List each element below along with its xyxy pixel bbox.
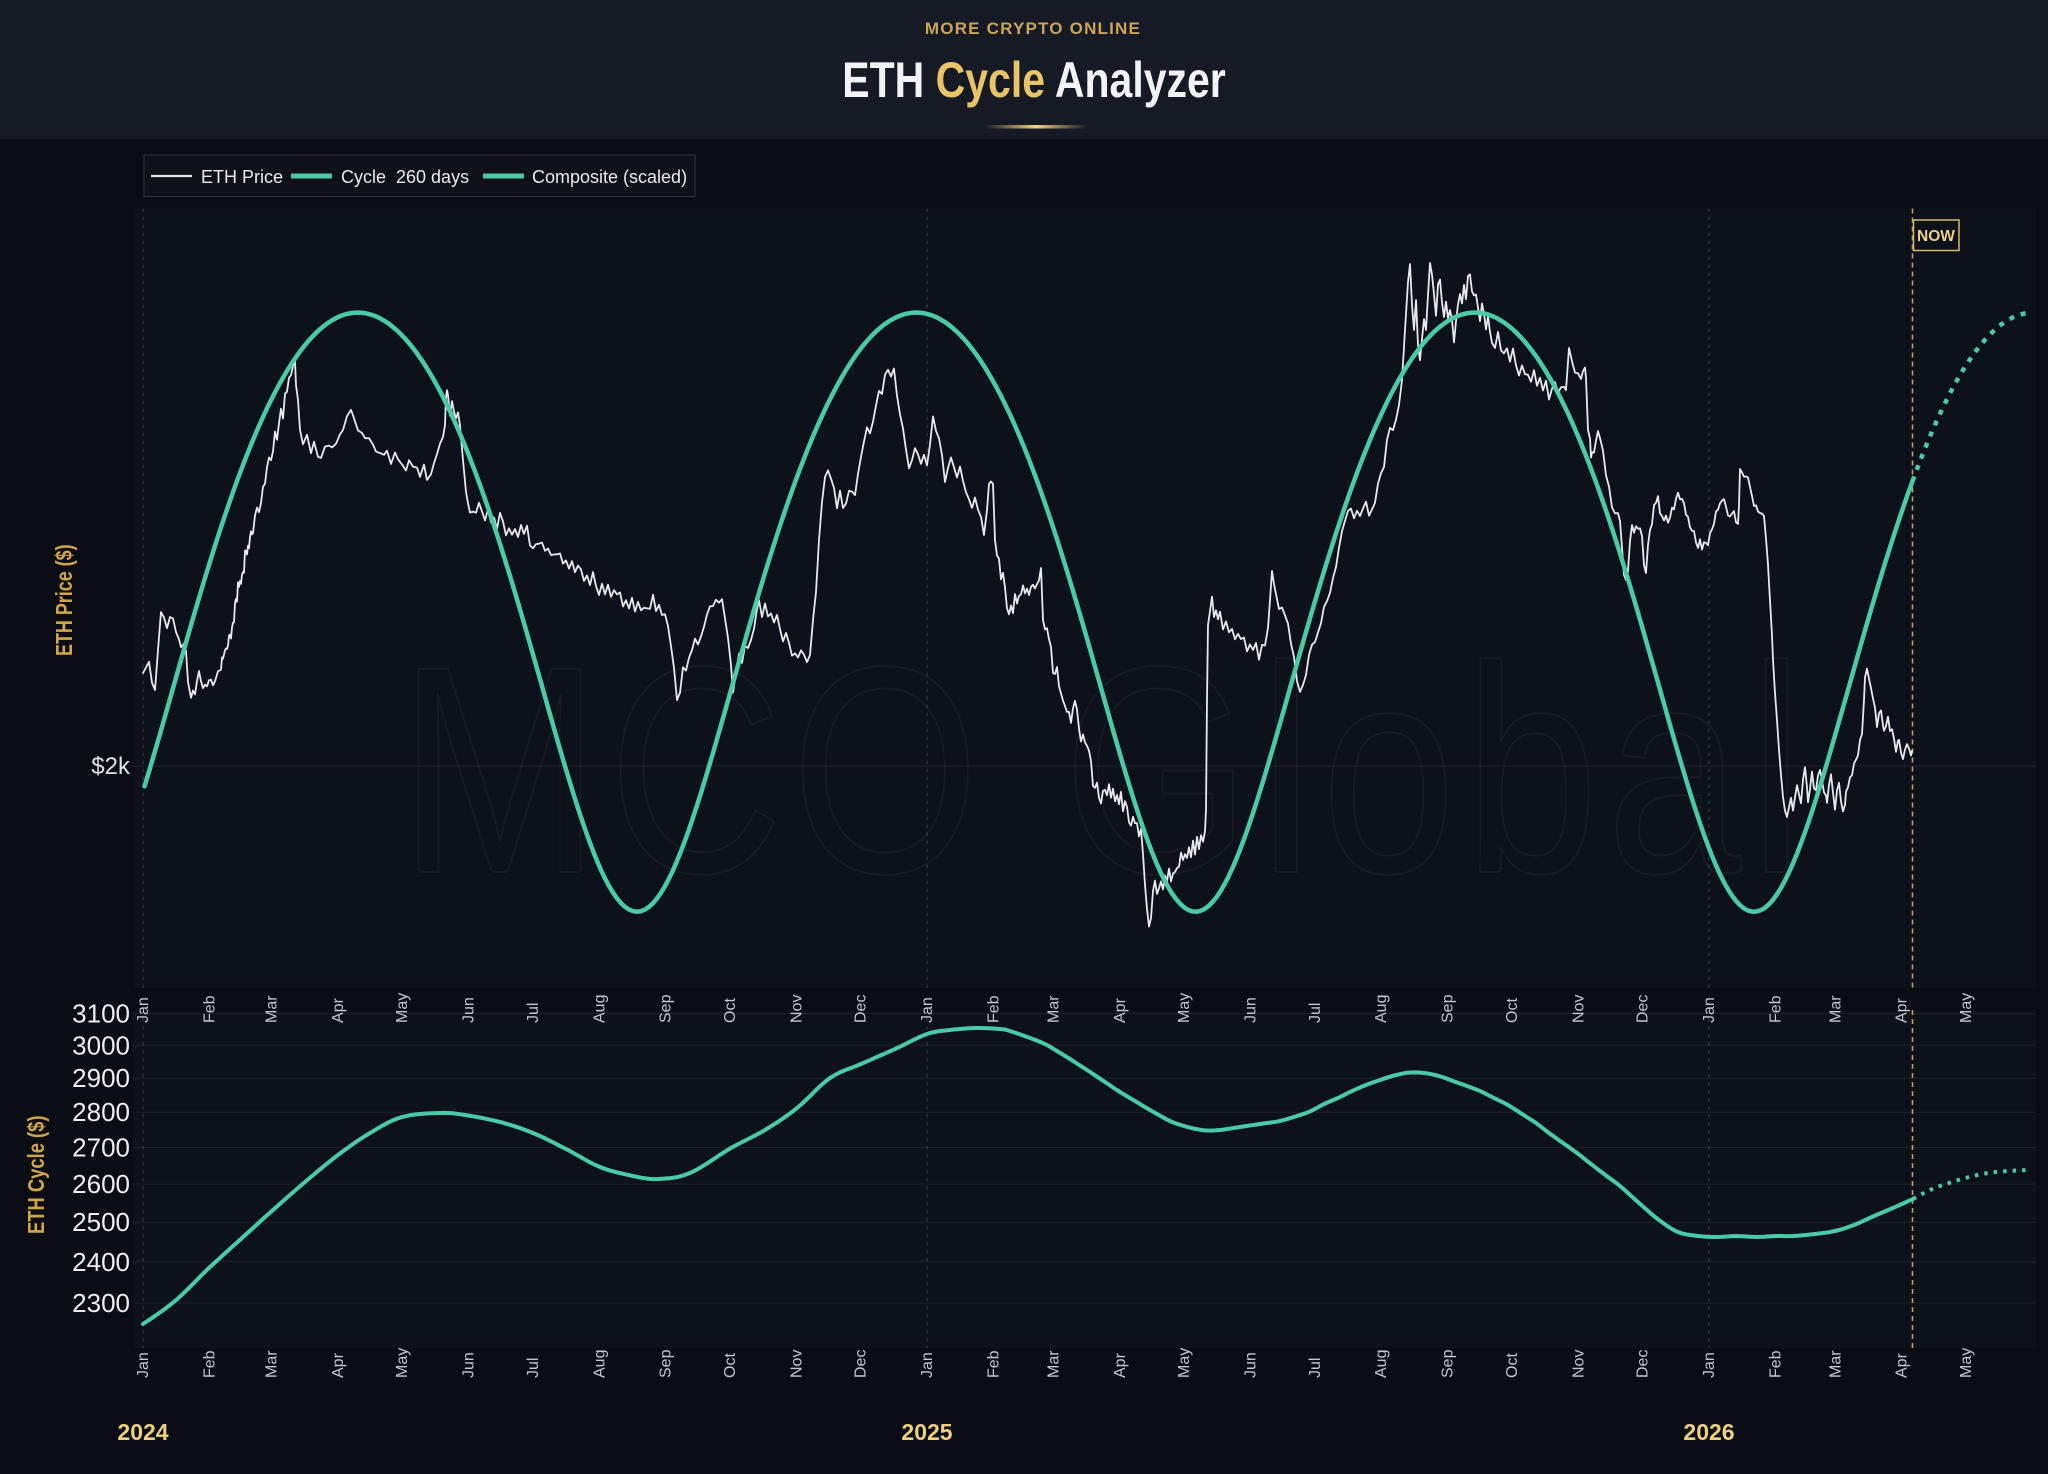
svg-text:Oct: Oct [722,998,739,1023]
svg-text:Mar: Mar [1045,1350,1062,1378]
svg-text:May: May [1958,993,1975,1023]
svg-text:3000: 3000 [72,1030,130,1060]
svg-text:Jul: Jul [525,1003,542,1023]
svg-text:Sep: Sep [658,994,675,1023]
svg-text:Feb: Feb [1767,1350,1784,1378]
svg-text:Apr: Apr [1112,997,1129,1023]
svg-text:Nov: Nov [788,995,805,1023]
svg-text:May: May [1176,993,1193,1023]
svg-text:Jan: Jan [135,1352,152,1378]
svg-text:Jun: Jun [461,997,478,1023]
svg-text:Aug: Aug [1373,995,1390,1023]
svg-text:Jun: Jun [461,1352,478,1378]
svg-text:Apr: Apr [330,1352,347,1378]
svg-text:Jul: Jul [1307,1003,1324,1023]
svg-text:ETH Cycle ($): ETH Cycle ($) [24,1115,49,1234]
svg-text:ETH Cycle Analyzer: ETH Cycle Analyzer [842,52,1226,108]
svg-text:Sep: Sep [658,1349,675,1378]
svg-text:$2k: $2k [91,753,131,780]
svg-text:NOW: NOW [1917,228,1955,245]
svg-text:2700: 2700 [72,1133,130,1163]
svg-text:2600: 2600 [72,1169,130,1199]
svg-text:Jan: Jan [1701,1352,1718,1378]
svg-text:2024: 2024 [117,1419,168,1445]
svg-text:2400: 2400 [72,1247,130,1277]
svg-text:Aug: Aug [591,1350,608,1378]
svg-text:2025: 2025 [901,1419,952,1445]
svg-text:Mar: Mar [264,995,281,1023]
svg-text:Aug: Aug [1373,1350,1390,1378]
svg-text:Jan: Jan [1701,997,1718,1023]
svg-text:Sep: Sep [1440,994,1457,1023]
svg-text:Mar: Mar [264,1350,281,1378]
svg-text:Aug: Aug [591,995,608,1023]
svg-text:MORE CRYPTO ONLINE: MORE CRYPTO ONLINE [925,19,1141,38]
svg-text:Oct: Oct [1504,1353,1521,1378]
svg-text:2300: 2300 [72,1288,130,1318]
svg-text:Mar: Mar [1827,1350,1844,1378]
svg-text:Apr: Apr [1112,1352,1129,1378]
svg-text:Jul: Jul [1307,1358,1324,1378]
svg-text:ETH Price ($): ETH Price ($) [52,544,78,656]
svg-text:Feb: Feb [201,1350,218,1378]
svg-text:Dec: Dec [1635,995,1652,1023]
svg-text:3100: 3100 [72,999,130,1029]
svg-text:Nov: Nov [1570,995,1587,1023]
svg-text:2026: 2026 [1683,1419,1734,1445]
svg-text:Dec: Dec [853,1350,870,1378]
svg-text:Jun: Jun [1243,997,1260,1023]
svg-text:May: May [394,993,411,1023]
svg-text:Feb: Feb [1767,995,1784,1023]
svg-text:Feb: Feb [201,995,218,1023]
svg-text:Jan: Jan [919,1352,936,1378]
svg-text:Nov: Nov [1570,1350,1587,1378]
svg-text:Dec: Dec [853,995,870,1023]
svg-text:2800: 2800 [72,1097,130,1127]
svg-text:Mar: Mar [1827,995,1844,1023]
svg-text:Feb: Feb [986,995,1003,1023]
svg-text:Jul: Jul [525,1358,542,1378]
svg-text:ETH Price: ETH Price [201,167,283,187]
svg-text:May: May [1176,1348,1193,1378]
svg-text:Mar: Mar [1045,995,1062,1023]
svg-text:Oct: Oct [1504,998,1521,1023]
svg-text:Jan: Jan [135,997,152,1023]
svg-text:Jun: Jun [1243,1352,1260,1378]
svg-text:Oct: Oct [722,1353,739,1378]
svg-text:Nov: Nov [788,1350,805,1378]
svg-text:Dec: Dec [1635,1350,1652,1378]
svg-text:Apr: Apr [1894,1352,1911,1378]
svg-text:Apr: Apr [330,997,347,1023]
svg-text:Sep: Sep [1440,1349,1457,1378]
svg-text:MCO Global: MCO Global [399,606,1812,935]
svg-text:Cycle 260 days: Cycle 260 days [341,167,469,187]
svg-text:Feb: Feb [986,1350,1003,1378]
svg-text:2500: 2500 [72,1207,130,1237]
svg-text:Apr: Apr [1894,997,1911,1023]
svg-text:Composite (scaled): Composite (scaled) [532,167,687,187]
svg-text:May: May [394,1348,411,1378]
svg-text:2900: 2900 [72,1063,130,1093]
svg-text:Jan: Jan [919,997,936,1023]
svg-text:May: May [1958,1348,1975,1378]
